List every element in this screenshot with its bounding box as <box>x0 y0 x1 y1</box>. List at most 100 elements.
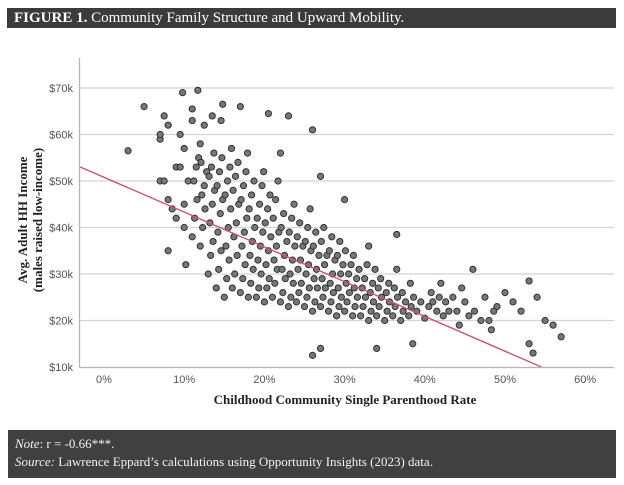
data-point <box>196 140 204 148</box>
data-point <box>481 293 489 301</box>
x-tick-label: 40% <box>414 374 436 386</box>
data-point <box>517 307 525 315</box>
data-point <box>470 307 479 315</box>
data-point <box>164 196 172 204</box>
data-point <box>190 177 198 185</box>
data-point <box>215 168 224 176</box>
data-point <box>234 158 242 166</box>
data-point <box>308 307 317 315</box>
data-point <box>333 251 341 259</box>
data-point <box>406 279 414 287</box>
data-point <box>254 256 262 264</box>
data-point <box>227 205 235 213</box>
data-point <box>287 293 295 301</box>
data-point <box>180 223 188 232</box>
data-point <box>458 284 466 292</box>
data-point <box>293 233 301 241</box>
data-point <box>172 214 180 222</box>
data-point <box>270 256 278 264</box>
data-point <box>439 312 447 320</box>
data-point <box>525 340 533 348</box>
data-point <box>276 298 285 306</box>
data-point <box>221 191 229 199</box>
data-point <box>309 242 317 250</box>
data-point <box>276 149 285 157</box>
data-point <box>265 275 273 283</box>
data-point <box>193 196 201 204</box>
data-point <box>389 312 397 320</box>
data-point <box>345 289 354 297</box>
data-point <box>268 293 277 301</box>
data-point <box>300 302 309 311</box>
data-point <box>365 242 373 250</box>
data-point <box>326 279 334 287</box>
data-point <box>220 293 228 301</box>
data-point <box>336 270 345 278</box>
data-point <box>319 293 327 301</box>
source-text: Lawrence Eppard’s calculations using Opp… <box>54 454 433 469</box>
data-point <box>321 284 329 292</box>
data-point <box>294 265 302 273</box>
data-point <box>284 302 293 311</box>
data-point <box>223 275 231 283</box>
data-point <box>281 275 289 283</box>
data-point <box>247 191 256 199</box>
data-point <box>247 279 255 287</box>
data-point <box>398 289 406 297</box>
data-point <box>255 200 264 208</box>
data-point <box>327 298 335 306</box>
data-point <box>239 275 247 283</box>
data-point <box>228 284 236 292</box>
data-point <box>255 284 263 292</box>
data-point <box>407 302 415 311</box>
data-point <box>216 209 224 218</box>
data-point <box>409 293 418 301</box>
data-point <box>196 242 204 250</box>
data-point <box>437 279 445 287</box>
data-point <box>236 103 244 111</box>
scatter-chart: $10k $20k $30k $40k $50k $60k $70k 0% 10% 20% 30% 4… <box>15 58 614 407</box>
data-point <box>194 86 202 94</box>
data-point <box>283 237 291 246</box>
data-point <box>160 112 168 120</box>
data-point <box>328 233 336 241</box>
data-point <box>375 302 383 311</box>
data-point <box>246 251 254 259</box>
data-point <box>232 219 240 227</box>
data-point <box>278 265 286 273</box>
data-point <box>264 205 272 213</box>
data-point <box>272 196 280 204</box>
data-point <box>435 293 443 301</box>
figure-label: FIGURE 1. <box>14 10 88 26</box>
data-point <box>377 275 385 283</box>
data-point <box>192 163 200 171</box>
y-tick-label: $40k <box>49 223 73 235</box>
data-point <box>217 116 225 125</box>
data-point <box>349 251 358 259</box>
data-point <box>210 149 218 157</box>
data-point <box>274 177 282 185</box>
note-line: Note: r = -0.66***. <box>15 435 616 453</box>
data-point <box>477 316 485 325</box>
data-point <box>250 177 258 185</box>
data-point <box>214 228 222 236</box>
data-point <box>329 289 337 297</box>
data-point <box>289 279 297 287</box>
data-point <box>399 307 407 315</box>
data-point <box>332 312 341 320</box>
data-point <box>302 270 310 278</box>
data-point <box>390 284 398 292</box>
x-tick-label: 0% <box>96 374 112 386</box>
data-point <box>393 265 401 273</box>
data-point <box>260 298 268 306</box>
data-point <box>393 230 401 239</box>
data-point <box>176 163 184 171</box>
data-point <box>291 242 299 250</box>
data-point <box>343 298 351 306</box>
data-point <box>361 293 370 301</box>
data-point <box>336 237 344 246</box>
data-point <box>239 182 248 190</box>
y-axis-label-line-2: (males raised low-income) <box>30 148 45 292</box>
data-point <box>204 270 212 278</box>
figure-footer: Note: r = -0.66***. Source: Lawrence Epp… <box>8 430 616 478</box>
